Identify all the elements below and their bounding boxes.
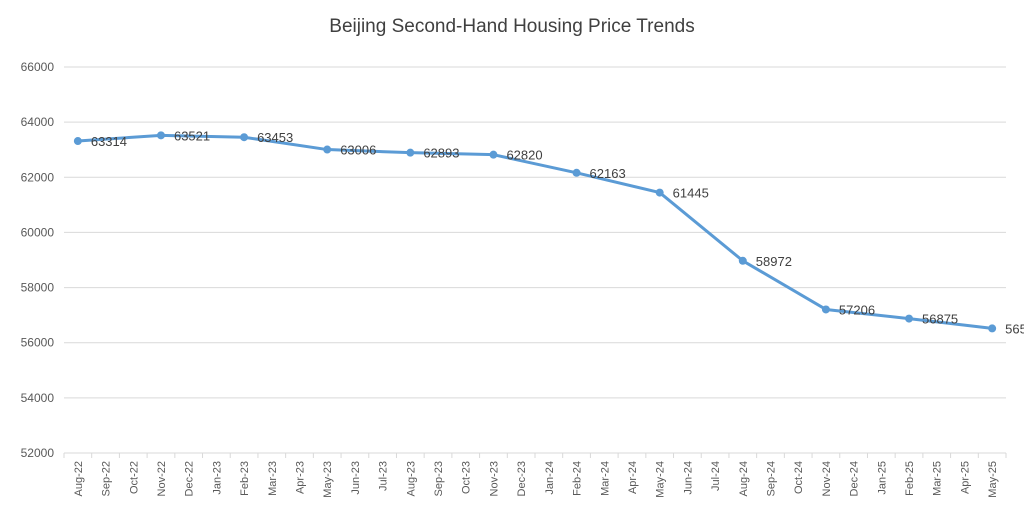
- x-tick-label: Nov-23: [488, 461, 500, 496]
- x-tick-label: Jan-24: [544, 461, 556, 495]
- x-tick-label: Feb-25: [904, 461, 916, 496]
- x-tick-label: Oct-22: [128, 461, 140, 494]
- y-tick-label: 54000: [21, 391, 55, 405]
- data-point: [73, 137, 82, 146]
- x-tick-label: Jun-24: [682, 461, 694, 495]
- x-tick-label: Oct-23: [461, 461, 473, 494]
- x-tick-label: Nov-24: [821, 461, 833, 496]
- data-point: [905, 314, 914, 323]
- data-point: [988, 324, 997, 333]
- x-tick-label: Sep-24: [766, 461, 778, 496]
- data-label: 57206: [839, 302, 875, 317]
- x-tick-label: Feb-23: [239, 461, 251, 496]
- x-tick-label: Mar-23: [267, 461, 279, 496]
- x-tick-label: Apr-24: [627, 461, 639, 494]
- x-tick-label: Aug-24: [738, 461, 750, 496]
- x-tick-label: Dec-22: [184, 461, 196, 496]
- x-tick-label: Apr-25: [959, 461, 971, 494]
- x-tick-label: Jan-23: [211, 461, 223, 495]
- data-label: 63006: [340, 143, 376, 158]
- data-label: 63521: [174, 128, 210, 143]
- x-tick-label: Aug-23: [405, 461, 417, 496]
- data-label: 62163: [590, 166, 626, 181]
- x-tick-label: May-24: [655, 461, 667, 498]
- x-tick-label: May-23: [322, 461, 334, 498]
- x-tick-label: Sep-23: [433, 461, 445, 496]
- data-point: [655, 188, 664, 197]
- data-point: [572, 168, 581, 177]
- data-label: 62820: [506, 148, 542, 163]
- y-tick-label: 66000: [21, 60, 55, 74]
- x-tick-label: Dec-23: [516, 461, 528, 496]
- y-tick-label: 56000: [21, 336, 55, 350]
- data-point: [821, 305, 830, 314]
- x-tick-label: Mar-25: [932, 461, 944, 496]
- data-label: 56875: [922, 312, 958, 327]
- x-tick-label: Oct-24: [793, 461, 805, 494]
- x-tick-label: Jan-25: [876, 461, 888, 495]
- data-label: 63314: [91, 134, 127, 149]
- y-tick-label: 62000: [21, 170, 55, 184]
- x-tick-label: Jun-23: [350, 461, 362, 495]
- data-point: [156, 131, 165, 140]
- x-tick-label: Nov-22: [156, 461, 168, 496]
- x-tick-label: Jul-23: [378, 461, 390, 491]
- y-tick-label: 64000: [21, 115, 55, 129]
- x-tick-label: Feb-24: [572, 461, 584, 496]
- data-point: [406, 148, 415, 157]
- data-point: [323, 145, 332, 154]
- y-tick-label: 60000: [21, 225, 55, 239]
- data-label: 62893: [423, 146, 459, 161]
- x-tick-label: Aug-22: [73, 461, 85, 496]
- x-tick-label: Apr-23: [295, 461, 307, 494]
- x-tick-label: May-25: [987, 461, 999, 498]
- data-point: [240, 133, 249, 142]
- data-label: 61445: [673, 186, 709, 201]
- x-tick-label: Sep-22: [101, 461, 113, 496]
- y-tick-label: 52000: [21, 446, 55, 460]
- chart-title: Beijing Second-Hand Housing Price Trends: [329, 16, 695, 37]
- data-label: 63453: [257, 130, 293, 145]
- x-tick-label: Dec-24: [849, 461, 861, 496]
- y-tick-label: 58000: [21, 281, 55, 295]
- data-label: 56519: [1005, 321, 1024, 336]
- x-tick-label: Jul-24: [710, 461, 722, 491]
- data-point: [489, 150, 498, 159]
- data-label: 58972: [756, 254, 792, 269]
- data-point: [738, 256, 747, 265]
- x-tick-label: Mar-24: [599, 461, 611, 496]
- series-line: [77, 133, 993, 330]
